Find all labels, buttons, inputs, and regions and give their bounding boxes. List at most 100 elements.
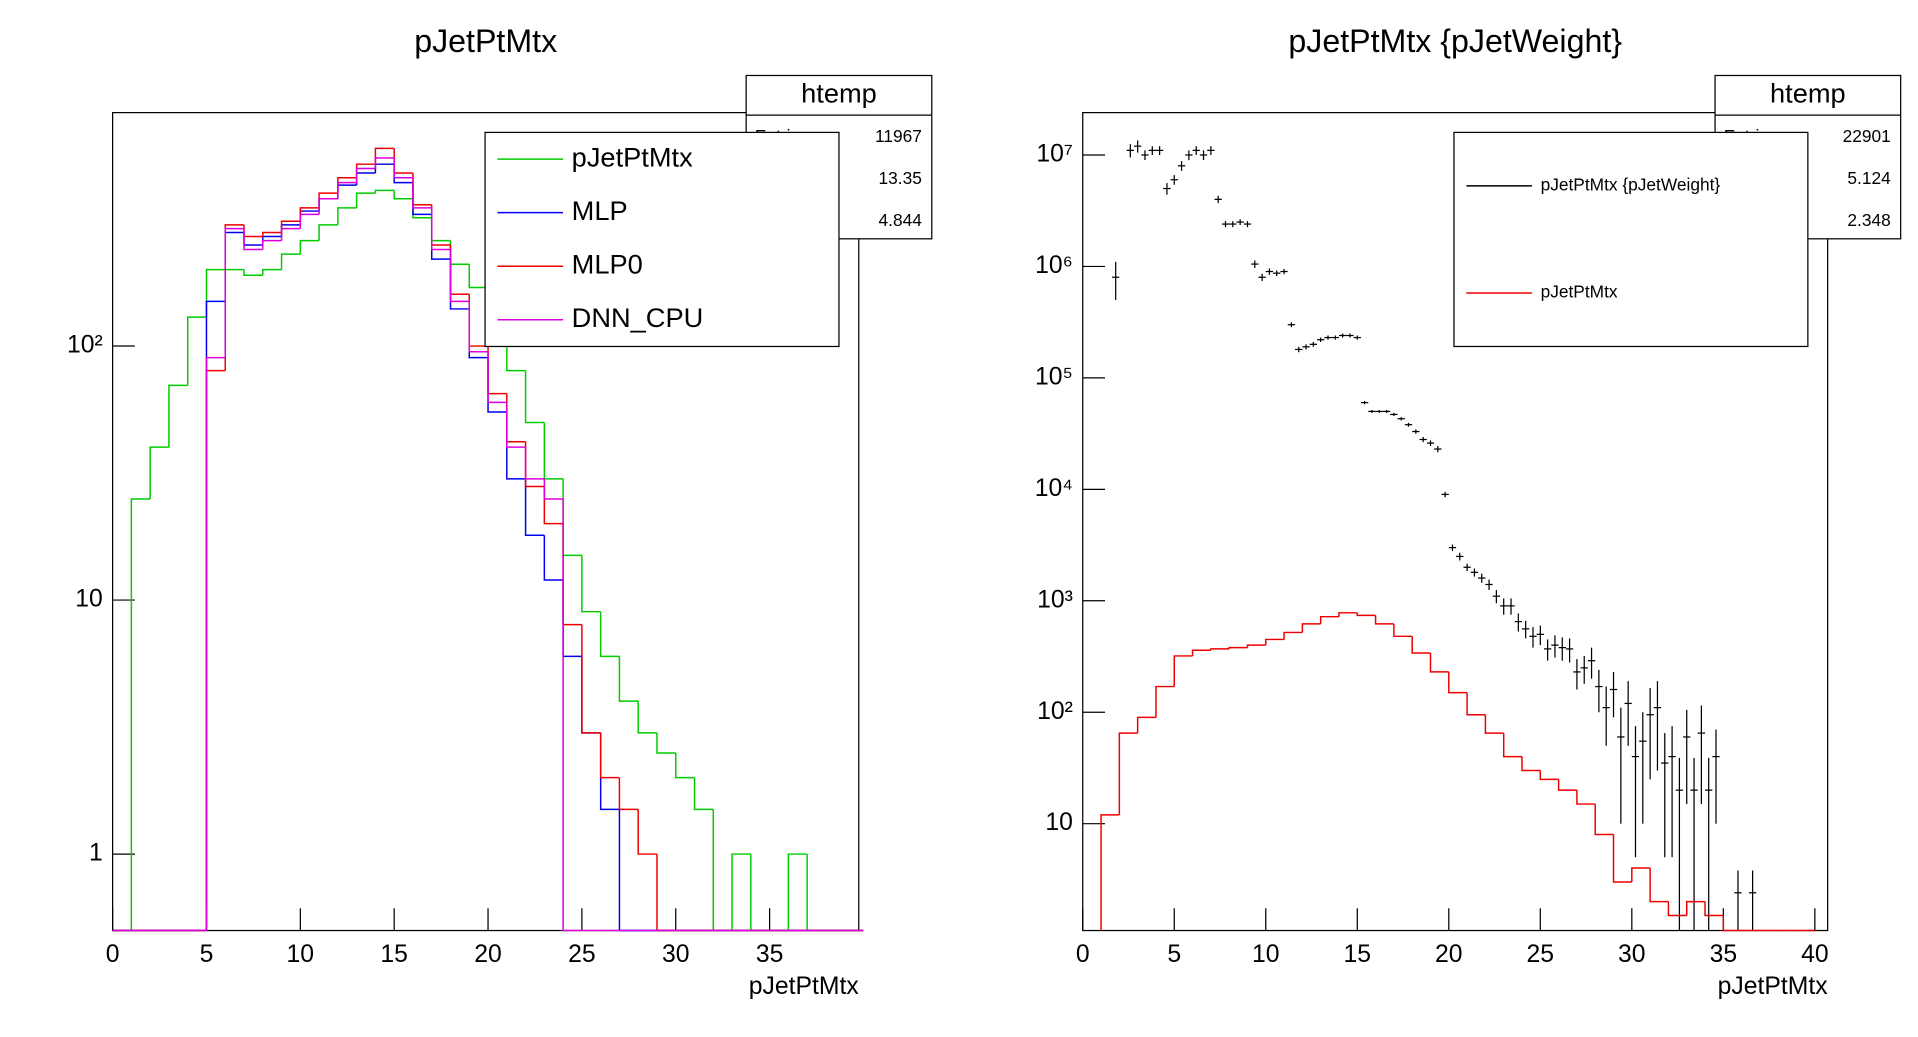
x-tick-label: 15	[380, 941, 408, 968]
histogram-bin	[337, 184, 357, 199]
histogram-bin	[787, 853, 808, 931]
histogram-bin	[581, 555, 601, 613]
histogram-bin	[355, 167, 376, 183]
histogram-bin	[412, 177, 432, 209]
histogram-bin	[1356, 612, 1376, 617]
histogram-bin	[618, 656, 639, 702]
histogram-bin	[205, 369, 226, 931]
histogram-bin	[186, 316, 207, 386]
histogram-bin	[1484, 714, 1504, 734]
histogram-bin	[205, 300, 226, 931]
histogram-bin	[1228, 646, 1248, 649]
histogram-bin	[731, 853, 751, 931]
histogram-bin	[449, 244, 470, 295]
stats-title: htemp	[1770, 77, 1846, 108]
histogram-bin	[806, 854, 826, 932]
legend-label: pJetPtMtx {pJetWeight}	[1541, 174, 1721, 194]
histogram-bin	[1502, 733, 1523, 758]
histogram-bin	[524, 441, 545, 488]
histogram-bin	[1539, 770, 1559, 781]
histogram-bin	[637, 701, 657, 734]
x-tick-label: 40	[1801, 941, 1829, 968]
histogram-bin	[524, 370, 545, 424]
histogram-bin	[468, 264, 489, 289]
histogram-bin	[562, 498, 582, 932]
chart-title: pJetPtMtx	[414, 23, 557, 59]
histogram-bin	[562, 523, 582, 626]
histogram-bin	[1466, 692, 1486, 716]
x-tick-label: 25	[1527, 941, 1555, 968]
histogram-bin	[355, 172, 376, 186]
histogram-bin	[299, 210, 320, 225]
histogram-bin	[524, 447, 545, 480]
histogram-bin	[599, 611, 620, 658]
histogram-bin	[1722, 915, 1742, 932]
histogram-bin	[1411, 636, 1431, 654]
histogram-bin	[1685, 900, 1706, 916]
histogram-bin	[506, 393, 526, 443]
x-axis-title: pJetPtMtx	[1718, 973, 1829, 1000]
histogram-bin	[205, 356, 226, 931]
histogram-bin	[337, 181, 357, 199]
histogram-bin	[318, 224, 338, 241]
histogram-bin	[262, 231, 282, 237]
histogram-bin	[656, 854, 676, 932]
histogram-bin	[243, 228, 263, 251]
histogram-bin	[412, 182, 432, 216]
histogram-bin	[374, 147, 395, 165]
histogram-bin	[449, 249, 470, 303]
histogram-bin	[393, 157, 413, 179]
histogram-bin	[1319, 615, 1339, 624]
histogram-bin	[487, 351, 507, 404]
stats-title: htemp	[801, 77, 877, 108]
legend-box	[1453, 131, 1809, 348]
histogram-bin	[487, 357, 507, 413]
x-tick-label: 0	[1076, 941, 1090, 968]
histogram-bin	[543, 478, 564, 500]
frame	[1082, 111, 1829, 932]
histogram-bin	[224, 227, 245, 358]
y-tick-label: 10²	[1037, 698, 1073, 725]
histogram-bin	[468, 301, 489, 353]
histogram-bin	[355, 163, 376, 178]
x-tick-label: 25	[568, 941, 596, 968]
histogram-bin	[1136, 716, 1156, 734]
histogram-bin	[243, 269, 263, 276]
histogram-bin	[430, 214, 451, 260]
histogram-bin	[374, 163, 395, 174]
histogram-bin	[1246, 644, 1266, 648]
histogram-bin	[656, 732, 676, 754]
histogram-bin	[1448, 671, 1468, 694]
histogram-bin	[675, 752, 695, 779]
histogram-bin	[243, 232, 263, 246]
x-tick-label: 35	[1710, 941, 1738, 968]
stats-value: 11967	[875, 126, 922, 146]
histogram-bin	[712, 809, 733, 932]
histogram-bin	[280, 253, 301, 270]
histogram-bin	[243, 224, 263, 238]
stats-value: 4.844	[879, 210, 923, 230]
histogram-bin	[393, 148, 413, 174]
x-tick-label: 10	[1252, 941, 1280, 968]
histogram-bin	[599, 732, 620, 811]
y-tick-label: 10³	[1037, 586, 1073, 613]
histogram-bin	[430, 217, 451, 242]
x-tick-label: 5	[1167, 941, 1181, 968]
x-tick-label: 30	[662, 941, 690, 968]
histogram-bin	[487, 346, 507, 395]
x-tick-label: 0	[106, 941, 120, 968]
x-tick-label: 20	[474, 941, 502, 968]
histogram-bin	[318, 192, 338, 208]
histogram-bin	[581, 624, 601, 734]
histogram-bin	[168, 384, 188, 448]
histogram-bin	[543, 535, 564, 581]
histogram-bin	[637, 809, 657, 855]
histogram-bin	[1301, 623, 1321, 633]
histogram-bin	[524, 478, 545, 536]
x-tick-label: 5	[200, 941, 214, 968]
histogram-bin	[299, 213, 320, 229]
histogram-bin	[412, 173, 432, 206]
histogram-bin	[562, 478, 582, 557]
